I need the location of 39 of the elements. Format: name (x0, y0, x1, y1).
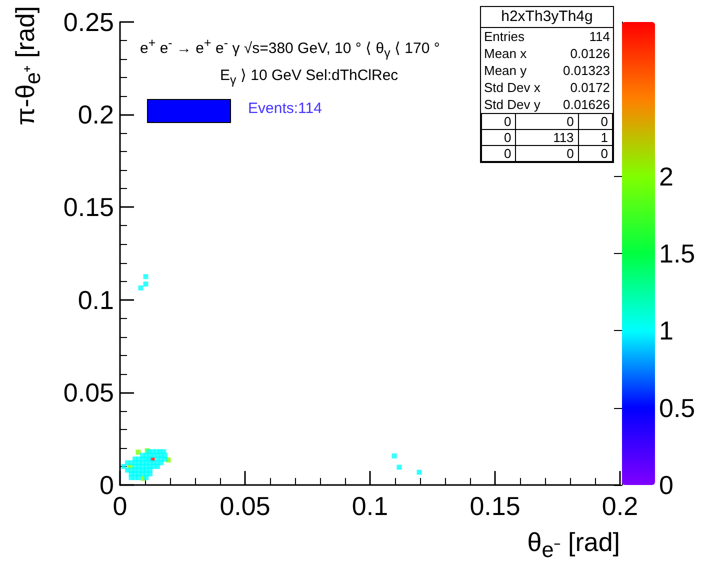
annotation: Entries (484, 28, 524, 45)
annotation: Std Dev x (484, 79, 540, 96)
annotation: 0 (516, 114, 578, 130)
annotation: 0.0172 (570, 79, 610, 96)
y-tick-label: 0.05 (63, 377, 114, 408)
color-bar-label: 0 (659, 470, 674, 500)
x-tick-label: 0.2 (602, 491, 638, 521)
annotation: h2xTh3yTh4g (481, 7, 613, 28)
annotation: 0.0126 (570, 45, 610, 62)
color-bar-label: 1 (659, 316, 674, 346)
annotation: 1 (578, 130, 612, 146)
annotation: Mean y (484, 62, 527, 79)
annotation: 0 (516, 146, 578, 162)
y-tick-label: 0.25 (63, 7, 114, 37)
annotation: 0.01626 (563, 96, 610, 113)
y-tick-label: 0 (100, 470, 114, 500)
annotation: 113 (516, 130, 578, 146)
color-bar-label: 1.5 (659, 238, 696, 268)
y-tick-label: 0.2 (78, 100, 114, 130)
annotation: 0 (482, 114, 516, 130)
annotation: Mean x (484, 45, 527, 62)
x-tick-label: 0.1 (352, 491, 388, 521)
x-tick-label: 0.15 (470, 491, 520, 521)
annotation: 114 (589, 28, 610, 45)
text: e$^{+}$ e$^{-}$ → e$^{+}$ e$^{-}$ γ √s=380 GeV, 10 ° ⟨ θ$_{γ}$ ⟨ 170 ° (140, 36, 440, 60)
annotation: Std Dev y (484, 96, 540, 113)
annotation: 0.01323 (563, 62, 610, 79)
annotation: 0 (482, 146, 516, 162)
x-tick-label: 0.05 (220, 491, 270, 521)
y-tick-label: 0.1 (78, 284, 114, 315)
annotation: 0 (482, 130, 516, 146)
x-axis-title: θ$_{e⁻}$ [rad] (527, 527, 620, 564)
y-tick-label: 0.15 (63, 192, 114, 222)
annotation: 0 (578, 146, 612, 162)
annotation: Events:114 (248, 100, 322, 117)
annotation: 0 (578, 114, 612, 130)
color-bar-label: 2 (659, 161, 674, 192)
color-bar-label: 0.5 (659, 392, 696, 423)
annotation: E$_{γ}$ ⟩ 10 GeV Sel:dThClRec (220, 66, 398, 87)
